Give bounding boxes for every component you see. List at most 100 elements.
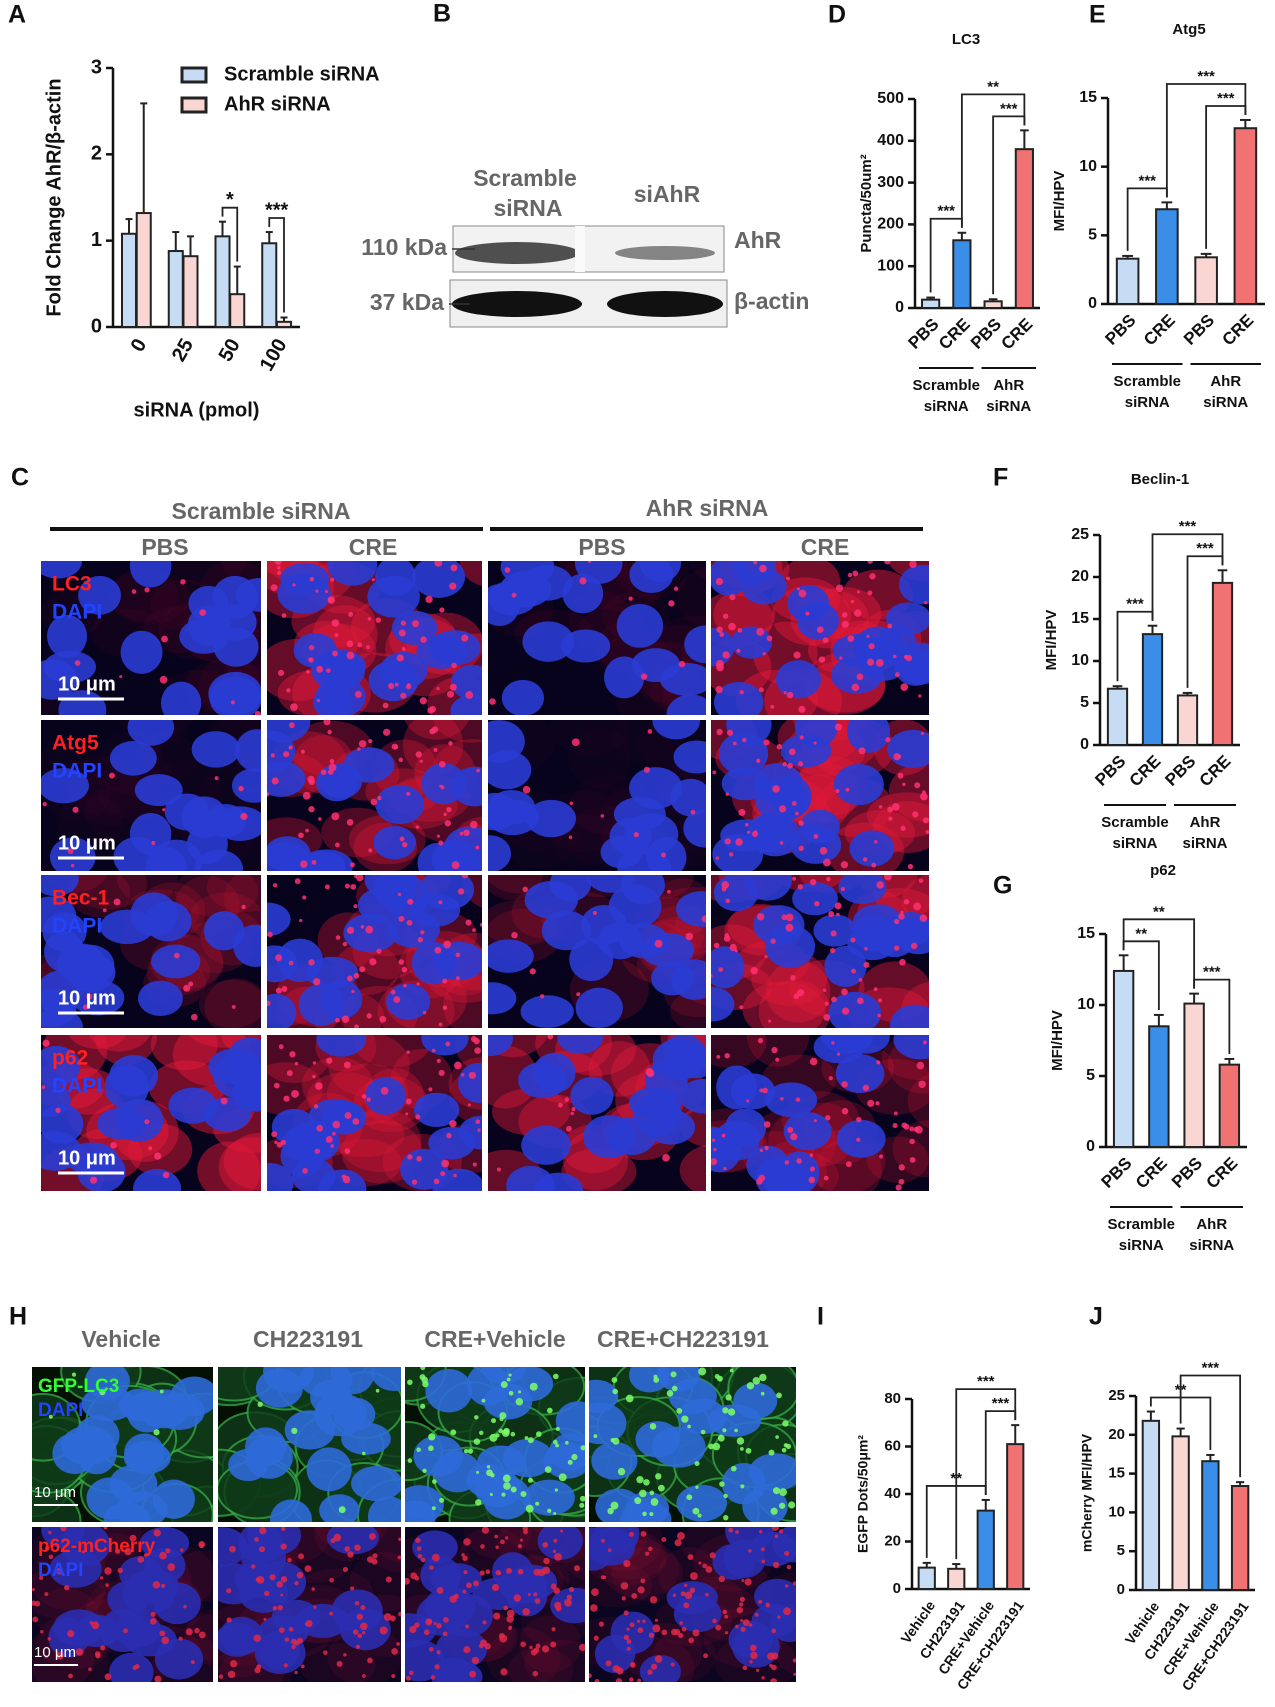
puncta	[522, 785, 531, 794]
puncta	[824, 1001, 829, 1006]
puncta	[799, 735, 804, 740]
nucleus	[639, 1654, 681, 1682]
puncta	[400, 620, 407, 626]
puncta	[600, 1575, 605, 1580]
y-tick-label: 2	[91, 143, 102, 165]
puncta	[115, 1548, 121, 1554]
puncta	[532, 1670, 539, 1677]
puncta	[288, 722, 295, 729]
puncta	[398, 629, 406, 637]
puncta	[856, 1137, 861, 1142]
stain-label: GFP-LC3	[38, 1376, 119, 1397]
puncta	[511, 931, 518, 939]
puncta	[75, 1648, 84, 1656]
puncta	[504, 567, 511, 573]
puncta	[894, 672, 900, 677]
nucleus	[684, 625, 706, 664]
cytoplasm-signal	[108, 568, 191, 624]
puncta	[412, 620, 419, 628]
nucleus	[569, 937, 614, 982]
puncta	[280, 1593, 284, 1597]
puncta	[318, 817, 322, 821]
puncta	[623, 1634, 630, 1641]
puncta	[742, 737, 747, 743]
nucleus	[77, 1150, 126, 1191]
bar	[1183, 1002, 1205, 1149]
nucleus	[711, 561, 750, 596]
puncta	[625, 1394, 634, 1403]
puncta	[876, 881, 884, 889]
puncta	[44, 1655, 48, 1659]
puncta	[826, 876, 831, 882]
puncta	[420, 636, 427, 643]
puncta	[701, 915, 706, 923]
puncta	[746, 830, 751, 834]
nucleus	[47, 614, 88, 658]
micrograph	[41, 561, 261, 715]
puncta	[188, 981, 194, 987]
nucleus	[523, 1479, 575, 1516]
puncta	[280, 1576, 288, 1583]
nucleus	[631, 648, 681, 683]
puncta	[788, 1501, 796, 1509]
bar	[1201, 1460, 1220, 1591]
puncta	[344, 1148, 351, 1155]
nucleus	[310, 1379, 353, 1416]
nucleus	[267, 842, 311, 871]
y-axis-label: mCherry MFI/HPV	[1079, 1433, 1095, 1552]
puncta	[748, 1548, 752, 1553]
puncta	[324, 884, 330, 890]
puncta	[316, 1124, 324, 1132]
bar	[1141, 633, 1164, 746]
puncta	[847, 635, 855, 642]
nucleus	[245, 1435, 293, 1479]
puncta	[501, 1492, 506, 1497]
puncta	[798, 761, 804, 767]
puncta	[472, 928, 476, 932]
panel-letter: C	[11, 464, 29, 492]
puncta	[761, 1676, 765, 1680]
puncta	[921, 790, 926, 795]
puncta	[391, 1647, 398, 1655]
x-tick-label: PBS	[967, 315, 1005, 353]
puncta	[781, 914, 788, 921]
nucleus	[619, 923, 669, 959]
puncta	[914, 782, 921, 789]
nucleus	[646, 836, 687, 871]
puncta	[851, 683, 860, 692]
puncta	[366, 1013, 372, 1019]
puncta	[871, 862, 877, 868]
puncta	[428, 1087, 433, 1092]
puncta	[547, 1035, 554, 1040]
puncta	[165, 1548, 171, 1554]
puncta	[103, 1527, 108, 1530]
puncta	[149, 1618, 157, 1625]
puncta	[315, 589, 319, 593]
nucleus	[799, 809, 840, 844]
y-tick-label: 0	[1088, 295, 1097, 312]
puncta	[570, 1111, 574, 1116]
nucleus	[127, 720, 175, 746]
puncta	[510, 1431, 516, 1437]
column-header: PBS	[141, 534, 188, 560]
puncta	[67, 848, 74, 854]
puncta	[366, 645, 370, 650]
puncta	[694, 1460, 700, 1467]
nucleus	[357, 887, 406, 923]
nucleus	[255, 1368, 303, 1408]
bar	[135, 212, 152, 328]
y-tick-label: 0	[1117, 1581, 1125, 1598]
puncta	[274, 1140, 278, 1144]
puncta	[511, 592, 517, 598]
micrograph	[41, 720, 261, 871]
puncta	[227, 1670, 236, 1679]
puncta	[637, 1678, 642, 1682]
puncta	[438, 840, 444, 846]
puncta	[724, 1631, 729, 1635]
nucleus	[711, 986, 735, 1022]
puncta	[525, 1504, 534, 1513]
puncta	[300, 749, 305, 754]
puncta	[554, 1553, 562, 1561]
puncta	[330, 1144, 334, 1148]
puncta	[334, 632, 339, 638]
